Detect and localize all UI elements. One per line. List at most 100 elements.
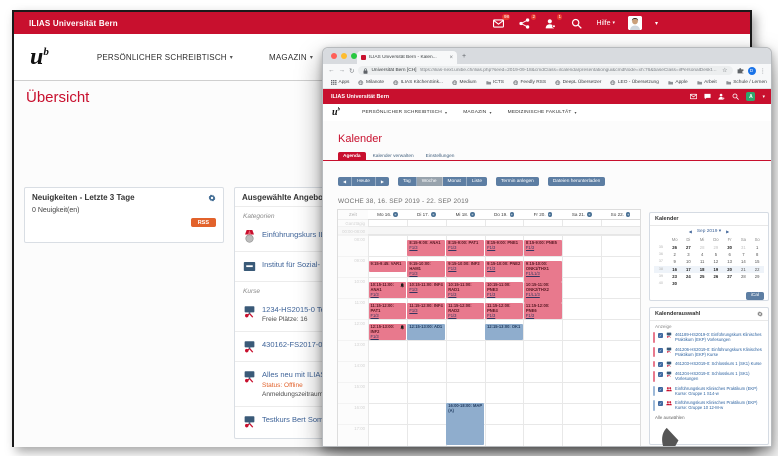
forward-icon[interactable]: → xyxy=(338,67,346,74)
minical-day[interactable]: 28 xyxy=(699,244,705,250)
event-room-link[interactable]: F1/3 xyxy=(487,312,496,318)
minical-day[interactable]: 30 xyxy=(672,281,677,287)
minical-day[interactable]: 30 xyxy=(727,244,732,250)
minical-day[interactable]: 8 xyxy=(755,251,759,257)
tab-agenda[interactable]: Agenda xyxy=(338,152,366,160)
minical-day[interactable]: 6 xyxy=(728,251,731,257)
event-room-link[interactable]: F1/3 xyxy=(409,244,418,250)
minical-day[interactable]: 4 xyxy=(700,251,704,257)
event-room-link[interactable]: F1/3 xyxy=(370,312,379,318)
add-appointment-icon[interactable]: + xyxy=(509,211,514,217)
event-room-link[interactable]: F1/3 xyxy=(487,244,496,250)
member-icon[interactable] xyxy=(718,93,726,100)
event-room-link[interactable]: F1/L1/3 xyxy=(525,291,540,297)
minical-day[interactable]: 27 xyxy=(727,274,732,280)
event-room-link[interactable]: F1/L1/3 xyxy=(525,270,540,276)
view-tag[interactable]: Tag xyxy=(397,177,417,186)
gear-icon[interactable] xyxy=(757,311,763,317)
minical-day[interactable]: 10 xyxy=(686,259,691,265)
calendar-event[interactable]: 12:15-13:00: INF2 F1/3 xyxy=(368,324,407,340)
browser-profile-avatar[interactable]: D xyxy=(747,66,756,75)
calendar-event[interactable]: 10:15-11:00: ONK2/THX2 F1/L1/3 xyxy=(523,282,562,303)
tab-close-icon[interactable]: × xyxy=(449,54,453,61)
minical-day[interactable]: 16 xyxy=(667,265,682,273)
checkbox-checked[interactable]: ✓ xyxy=(658,333,663,338)
bookmark-star-icon[interactable]: ☆ xyxy=(722,68,728,74)
zoom-window-button[interactable] xyxy=(351,53,357,59)
minical-day[interactable] xyxy=(682,280,696,287)
bookmark-apps[interactable]: Apps xyxy=(331,79,349,86)
calendar-event[interactable]: 8:15-9:00: PNE5 F1/3 xyxy=(523,240,562,256)
mail-icon[interactable]: 98 xyxy=(492,13,511,30)
checkbox-checked[interactable]: ✓ xyxy=(658,372,663,377)
calendar-event[interactable]: 9:15-9:45: VAR1 xyxy=(368,261,407,272)
event-room-link[interactable]: F1/3 xyxy=(487,265,496,271)
add-appointment-icon[interactable]: + xyxy=(547,211,553,217)
minical-day[interactable]: 1 xyxy=(755,244,759,250)
address-bar[interactable]: Universität Bern [CH] https://ilias-next… xyxy=(358,66,733,75)
tab-einstellungen[interactable]: Einstellungen xyxy=(425,153,455,159)
collapsed-hours-row[interactable] xyxy=(338,227,640,235)
minical-day[interactable]: 29 xyxy=(754,274,760,280)
calendar-event[interactable]: 12:15-13:00: AD1 xyxy=(407,324,446,340)
minical-day[interactable]: 3 xyxy=(687,251,690,257)
checkbox-checked[interactable]: ✓ xyxy=(658,362,663,367)
ical-button[interactable]: iCal xyxy=(745,291,764,300)
calendar-event[interactable]: 16:00-18:00: MAP (A) xyxy=(446,403,485,445)
help-menu[interactable]: Hilfe ▾ xyxy=(596,19,615,27)
bookmark-feedly-rss[interactable]: Feedly RSS xyxy=(513,80,546,86)
close-window-button[interactable] xyxy=(331,53,337,59)
add-appointment-icon[interactable]: + xyxy=(587,211,592,217)
event-room-link[interactable]: F1/3 xyxy=(370,333,379,339)
checkbox-checked[interactable]: ✓ xyxy=(658,401,663,406)
calendar-event[interactable]: 10:15-11:00: RAD1 F1/3 xyxy=(446,282,485,298)
event-room-link[interactable]: F1/3 xyxy=(525,312,535,318)
prev-button[interactable]: ◀ xyxy=(338,177,353,186)
add-appointment-icon[interactable]: + xyxy=(393,211,398,217)
calendar-event[interactable]: 10:15-11:00: ANA1 F1/3 xyxy=(368,282,407,298)
view-woche[interactable]: Woche xyxy=(416,177,443,186)
minical-day[interactable]: 19 xyxy=(709,265,723,273)
extension-icon[interactable] xyxy=(737,67,744,74)
event-room-link[interactable]: F1/3 xyxy=(409,270,418,276)
event-room-link[interactable]: F1/3 xyxy=(525,244,535,250)
minical-day[interactable] xyxy=(709,280,723,287)
add-appointment-icon[interactable]: + xyxy=(625,211,631,217)
offer-link[interactable]: 430162-FS2017-0: LV6: Homeriden xyxy=(262,340,380,350)
bookmark-schule-lernen[interactable]: Schule / Lernen xyxy=(726,80,767,86)
chat-icon[interactable] xyxy=(704,93,712,100)
minical-day[interactable] xyxy=(695,280,709,287)
calendar-link[interactable]: Einführungskurs Klinisches Praktikum (EK… xyxy=(675,400,758,411)
minical-next-icon[interactable]: ▶ xyxy=(726,229,730,234)
share-icon[interactable]: 2 xyxy=(518,13,537,30)
calendar-event[interactable]: 9:15-10:00: HAM1 F1/3 xyxy=(407,261,446,277)
view-monat[interactable]: Monat xyxy=(442,177,467,186)
minical-day[interactable]: 24 xyxy=(686,274,691,280)
user-avatar[interactable] xyxy=(627,16,642,30)
bookmark-ilias-kitchensink-[interactable]: ILIAS KitchenSink... xyxy=(393,80,443,86)
view-liste[interactable]: Liste xyxy=(466,177,488,186)
calendar-event[interactable]: 8:15-9:00: PNE1 F1/3 xyxy=(485,240,523,256)
calendar-event[interactable]: 10:15-11:00: INF4 F1/3 xyxy=(407,282,446,298)
calendar-link[interactable]: 461206-HS2019-0: Einführungskurs Klinisc… xyxy=(675,346,762,357)
minical-day[interactable]: 13 xyxy=(727,259,732,265)
select-all-link[interactable]: Alle auswählen xyxy=(655,414,685,420)
calendar-event[interactable]: 11:15-12:00: PNE4 F1/3 xyxy=(485,303,523,319)
minical-day[interactable]: 9 xyxy=(673,259,676,265)
minical-day[interactable]: 7 xyxy=(742,251,745,257)
event-room-link[interactable]: F1/3 xyxy=(448,265,457,271)
event-room-link[interactable]: F1/3 xyxy=(370,291,379,297)
member-icon[interactable]: 1 xyxy=(544,13,563,30)
event-room-link[interactable]: F1/3 xyxy=(409,307,418,313)
browser-menu-icon[interactable]: ⋮ xyxy=(759,67,767,75)
calendar-event[interactable]: 12:15-13:00: OK1 xyxy=(485,324,523,340)
minical-month-select[interactable]: Sep 2019 ▾ xyxy=(696,229,722,234)
bookmark-arbeit[interactable]: Arbeit xyxy=(697,80,717,86)
bookmark-apple[interactable]: Apple xyxy=(668,80,688,86)
browser-tab[interactable]: ILIAS Universität Bern - Kalen... × xyxy=(357,51,457,64)
minical-day[interactable]: 15 xyxy=(754,259,760,265)
calendar-event[interactable]: 9:15-10:00: INF2 F1/3 xyxy=(446,261,485,277)
checkbox-checked[interactable]: ✓ xyxy=(658,386,663,392)
minimize-window-button[interactable] xyxy=(341,53,347,59)
minical-day[interactable] xyxy=(737,280,751,287)
